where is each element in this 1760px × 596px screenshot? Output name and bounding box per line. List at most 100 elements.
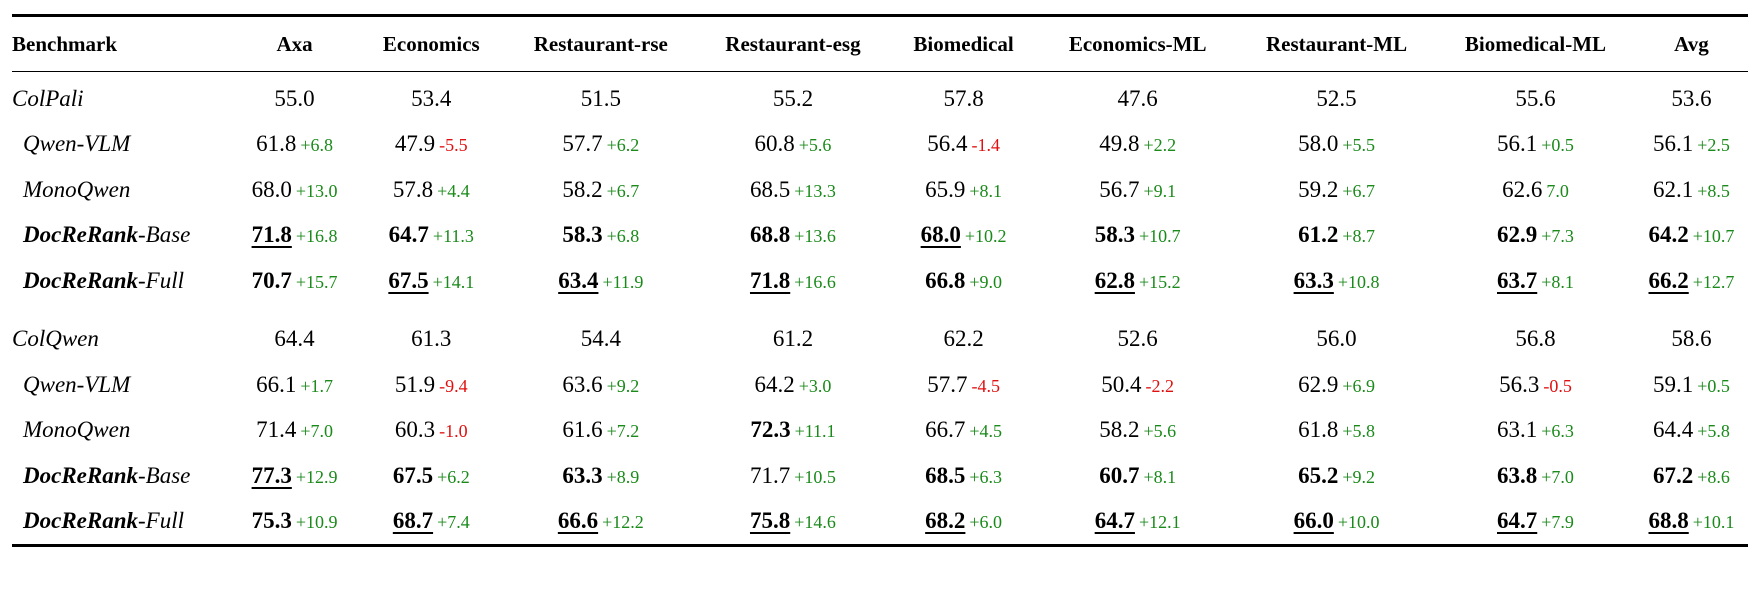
header-biomedical-ml: Biomedical-ML: [1464, 31, 1607, 56]
table-cell: 70.7 +15.7: [231, 258, 358, 304]
table-cell: 66.6 +12.2: [505, 499, 697, 545]
table-cell: 63.1 +6.3: [1436, 408, 1635, 454]
delta-positive: +16.8: [295, 226, 338, 247]
table-cell: 63.3 +8.9: [505, 453, 697, 499]
cell-value: 58.3: [562, 222, 603, 248]
cell-value: 51.5: [580, 85, 621, 111]
cell-value: 63.3: [562, 462, 603, 488]
row-label: ColPali: [12, 85, 84, 111]
table-cell: 62.2: [889, 317, 1038, 363]
table-cell: 63.8 +7.0: [1436, 453, 1635, 499]
table-cell: 57.8: [889, 72, 1038, 122]
table-cell: 63.3 +10.8: [1237, 258, 1436, 304]
row-label-suffix: -Full: [138, 267, 184, 293]
header-avg: Avg: [1674, 31, 1709, 56]
table-row: DocReRank-Base 77.3 +12.9 67.5 +6.2 63.3 +8.9 7…: [12, 453, 1748, 499]
cell-value: 61.8: [256, 131, 297, 157]
table-cell: 66.2 +12.7: [1635, 258, 1748, 304]
table-cell: 58.2 +6.7: [505, 167, 697, 213]
cell-value: 53.4: [411, 85, 452, 111]
header-restaurant-esg: Restaurant-esg: [725, 31, 861, 56]
delta-positive: +14.1: [432, 271, 475, 292]
delta-positive: +8.1: [1541, 271, 1574, 292]
delta-positive: +9.2: [606, 375, 640, 396]
table-cell: 55.2: [697, 72, 889, 122]
table-row: Qwen-VLM 66.1 +1.7 51.9 -9.4 63.6 +9.2 64.2 +3.0…: [12, 362, 1748, 408]
delta-positive: +6.9: [1342, 375, 1375, 396]
delta-positive: +15.2: [1138, 271, 1181, 292]
cell-value: 66.8: [925, 267, 966, 293]
cell-value: 71.7: [749, 462, 791, 488]
cell-value: 53.6: [1671, 85, 1712, 111]
cell-value: 67.5: [388, 267, 429, 293]
table-cell: 66.8 +9.0: [889, 258, 1038, 304]
table-cell: 61.8 +5.8: [1237, 408, 1436, 454]
delta-positive: +5.8: [1342, 421, 1375, 442]
cell-value: 51.9: [394, 371, 436, 397]
table-cell: 56.7 +9.1: [1038, 167, 1237, 213]
cell-value: 60.7: [1099, 462, 1140, 488]
cell-value: 63.6: [562, 371, 603, 397]
delta-positive: +0.5: [1541, 135, 1574, 156]
cell-value: 67.2: [1653, 462, 1694, 488]
cell-value: 52.5: [1316, 85, 1357, 111]
delta-positive: +2.5: [1697, 135, 1730, 156]
table-row: ColQwen 64.4 61.3 54.4 61.2 62.2 52.6 56.0 56.8 5…: [12, 317, 1748, 363]
cell-value: 68.0: [251, 176, 292, 202]
table-cell: 77.3 +12.9: [231, 453, 358, 499]
row-label-bold: DocReRank: [23, 222, 138, 248]
cell-value: 58.0: [1298, 131, 1339, 157]
table-cell: 71.7 +10.5: [697, 453, 889, 499]
cell-value: 65.2: [1298, 462, 1339, 488]
cell-value: 63.3: [1293, 267, 1334, 293]
row-label: ColQwen: [12, 326, 99, 352]
cell-value: 62.9: [1497, 222, 1538, 248]
cell-value: 61.6: [562, 417, 603, 443]
table-cell: 62.9 +7.3: [1436, 213, 1635, 259]
delta-positive: +5.6: [798, 135, 832, 156]
delta-positive: 7.0: [1546, 180, 1569, 201]
bottom-rule: [12, 544, 1748, 547]
cell-value: 66.6: [557, 508, 599, 534]
table-cell: 64.7 +11.3: [358, 213, 505, 259]
cell-value: 57.7: [562, 131, 603, 157]
header-row: Benchmark Axa Economics Restaurant-rse R…: [12, 17, 1748, 72]
delta-positive: +4.4: [437, 180, 470, 201]
cell-value: 56.0: [1316, 326, 1357, 352]
cell-value: 64.7: [1094, 508, 1135, 534]
cell-value: 62.9: [1298, 371, 1339, 397]
cell-value: 68.8: [1648, 508, 1689, 534]
table-cell: 68.7 +7.4: [358, 499, 505, 545]
cell-value: 71.8: [749, 267, 791, 293]
delta-positive: +10.1: [1692, 512, 1735, 533]
cell-value: 70.7: [251, 267, 292, 293]
cell-value: 56.4: [927, 131, 968, 157]
delta-positive: +7.0: [300, 421, 333, 442]
cell-value: 62.8: [1094, 267, 1135, 293]
delta-positive: +0.5: [1697, 375, 1730, 396]
row-label-suffix: -Base: [138, 222, 191, 248]
cell-value: 56.3: [1499, 371, 1540, 397]
delta-positive: +10.7: [1138, 226, 1181, 247]
table-cell: 47.9 -5.5: [358, 122, 505, 168]
header-axa: Axa: [276, 31, 313, 56]
cell-value: 61.2: [1298, 222, 1339, 248]
delta-positive: +7.4: [437, 512, 470, 533]
delta-positive: +7.2: [606, 421, 640, 442]
cell-value: 56.8: [1515, 326, 1556, 352]
cell-value: 60.8: [754, 131, 795, 157]
cell-value: 59.1: [1653, 371, 1694, 397]
delta-positive: +4.5: [969, 421, 1003, 442]
table-cell: 71.4 +7.0: [231, 408, 358, 454]
cell-value: 58.2: [562, 176, 603, 202]
table-cell: 58.0 +5.5: [1237, 122, 1436, 168]
table-cell: 64.4 +5.8: [1635, 408, 1748, 454]
top-rule: [12, 14, 1748, 17]
group-spacer: [12, 304, 1748, 317]
cell-value: 61.2: [772, 326, 814, 352]
cell-value: 52.6: [1117, 326, 1158, 352]
cell-value: 64.7: [1497, 508, 1538, 534]
cell-value: 49.8: [1099, 131, 1140, 157]
delta-positive: +13.3: [794, 180, 836, 201]
delta-positive: +7.3: [1541, 226, 1574, 247]
